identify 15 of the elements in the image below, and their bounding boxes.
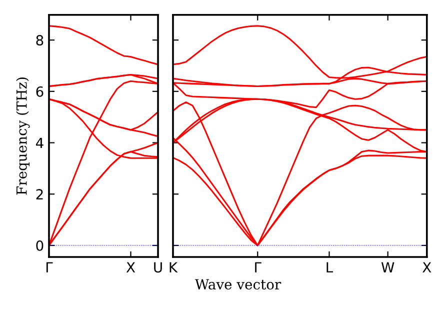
x-axis-title: Wave vector — [194, 279, 282, 290]
y-axis-title: Frequency (THz) — [16, 78, 30, 195]
x-tick-label: X — [126, 262, 136, 272]
x-tick-label: L — [326, 262, 334, 272]
y-tick-label: 8 — [36, 35, 44, 46]
y-tick-label: 6 — [36, 86, 44, 97]
x-tick-label: Γ — [46, 262, 53, 272]
x-tick-label: U — [154, 262, 162, 273]
y-tick-label: 4 — [36, 138, 44, 148]
y-tick-label: 0 — [36, 240, 44, 251]
x-tick-label: Γ — [255, 262, 262, 272]
y-tick-label: 2 — [36, 189, 43, 200]
x-tick-label: X — [422, 262, 432, 272]
x-tick-label: W — [381, 262, 394, 272]
x-tick-label: K — [170, 262, 178, 272]
